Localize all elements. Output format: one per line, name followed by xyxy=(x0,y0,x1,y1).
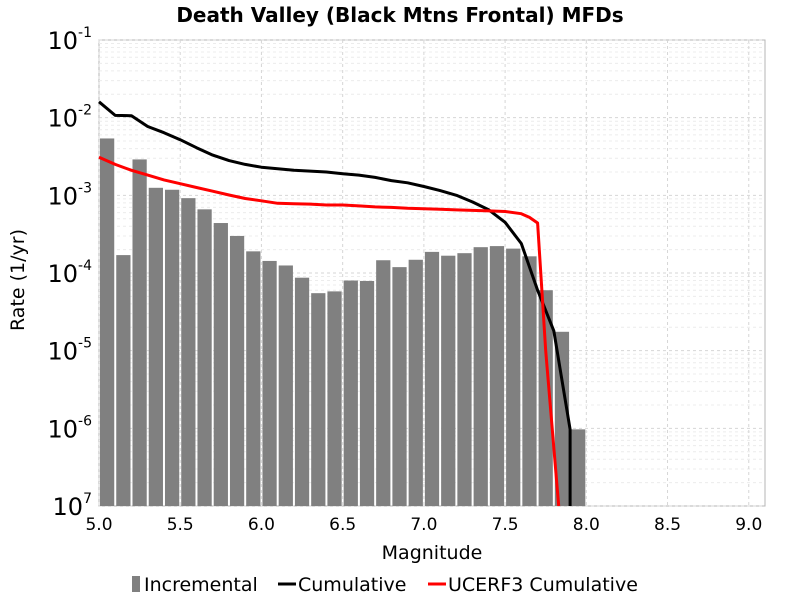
incremental-bar xyxy=(392,267,407,506)
legend-label-cumulative: Cumulative xyxy=(298,574,406,596)
incremental-bar xyxy=(164,189,180,507)
y-tick-label: 107 xyxy=(53,491,92,521)
incremental-bar xyxy=(181,198,196,506)
legend-label-ucerf3-cumulative: UCERF3 Cumulative xyxy=(448,574,638,596)
x-tick-label: 7.5 xyxy=(492,515,519,535)
x-tick-label: 9.0 xyxy=(735,515,762,535)
incremental-bar xyxy=(246,251,261,506)
incremental-bar xyxy=(148,187,163,507)
x-tick-label: 8.0 xyxy=(573,515,600,535)
incremental-bar xyxy=(100,138,115,506)
incremental-bar xyxy=(571,429,586,506)
x-tick-label: 5.5 xyxy=(167,515,194,535)
chart-title: Death Valley (Black Mtns Frontal) MFDs xyxy=(176,3,623,27)
legend: Incremental Cumulative UCERF3 Cumulative xyxy=(132,574,638,596)
incremental-bar xyxy=(554,331,570,506)
incremental-bar xyxy=(424,251,440,506)
incremental-bar xyxy=(294,277,310,506)
incremental-bar xyxy=(213,223,228,506)
y-axis-ticks: 10-1 10-2 10-3 10-4 10-5 10-6 107 xyxy=(47,25,92,521)
incremental-bar xyxy=(197,209,212,506)
cumulative-lines xyxy=(98,100,572,507)
y-tick-label: 10-6 xyxy=(47,413,92,443)
incremental-bar xyxy=(359,280,375,506)
incremental-bar xyxy=(522,256,537,506)
x-tick-label: 8.5 xyxy=(654,515,681,535)
x-axis-ticks: 5.0 5.5 6.0 6.5 7.0 7.5 8.0 8.5 9.0 xyxy=(85,515,762,535)
incremental-bar xyxy=(116,255,131,506)
incremental-bar xyxy=(441,255,456,506)
x-tick-label: 6.5 xyxy=(329,515,356,535)
incremental-bar xyxy=(473,247,488,507)
incremental-bar xyxy=(278,265,293,506)
incremental-bar xyxy=(311,293,326,506)
incremental-bar xyxy=(376,260,391,506)
legend-swatch-incremental xyxy=(132,576,140,592)
x-tick-label: 7.0 xyxy=(410,515,437,535)
y-tick-label: 10-5 xyxy=(47,336,92,366)
x-axis-label: Magnitude xyxy=(382,542,483,564)
incremental-bar xyxy=(262,260,277,506)
incremental-bar xyxy=(408,259,423,506)
y-tick-label: 10-3 xyxy=(47,180,92,210)
y-tick-label: 10-4 xyxy=(47,258,92,288)
incremental-bar xyxy=(132,159,147,507)
incremental-bar xyxy=(229,235,245,506)
legend-label-incremental: Incremental xyxy=(144,574,258,596)
ucerf3-cumulative-line xyxy=(98,155,561,507)
y-tick-label: 10-1 xyxy=(47,25,92,55)
x-tick-label: 5.0 xyxy=(85,515,112,535)
incremental-bar xyxy=(343,280,358,506)
incremental-bar xyxy=(457,253,472,506)
x-tick-label: 6.0 xyxy=(248,515,275,535)
incremental-bar xyxy=(506,248,521,506)
incremental-bars xyxy=(100,138,586,507)
incremental-bar xyxy=(538,290,553,506)
incremental-bar xyxy=(327,291,342,506)
y-axis-label: Rate (1/yr) xyxy=(7,229,29,331)
incremental-bar xyxy=(489,246,505,506)
cumulative-line xyxy=(98,100,572,506)
y-tick-label: 10-2 xyxy=(47,103,92,133)
